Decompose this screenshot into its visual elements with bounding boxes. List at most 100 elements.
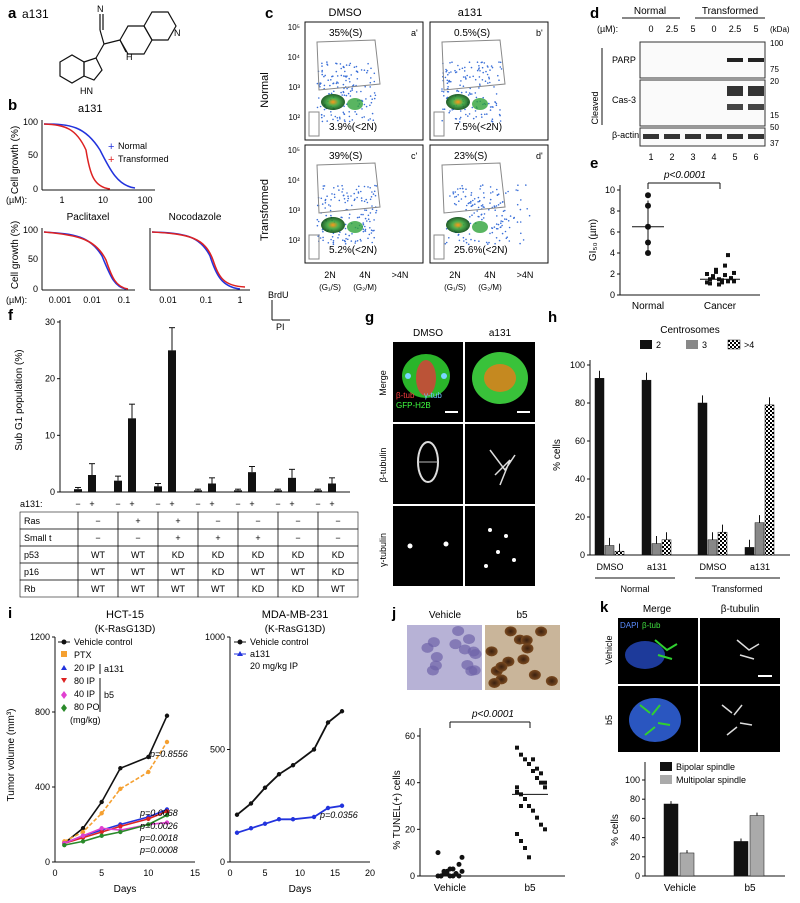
flow-dot <box>368 233 371 236</box>
f-table-value: WT <box>131 584 145 594</box>
flow-dot <box>364 217 367 220</box>
d-band-cas3 <box>748 86 764 96</box>
e-point-cancer <box>732 279 736 284</box>
f-table-rowname: Rb <box>24 584 36 594</box>
f-table-value: − <box>255 516 260 526</box>
flow-dot <box>336 86 339 88</box>
f-bar <box>168 350 176 492</box>
flow-dot <box>478 65 480 67</box>
i-left-series-5 <box>64 814 168 846</box>
flow-dot <box>321 69 324 72</box>
f-table-value: KD <box>292 584 305 594</box>
flow-dot <box>369 212 372 214</box>
flow-dot <box>348 64 351 66</box>
flow-dot <box>500 222 502 224</box>
flow-dot <box>470 238 472 241</box>
flow-dot <box>361 108 363 110</box>
flow-dot <box>477 68 480 70</box>
flow-dot <box>370 67 372 70</box>
flow-dot <box>496 188 498 191</box>
flow-dot <box>477 206 480 209</box>
flow-dot <box>471 93 473 95</box>
f-table-value: − <box>295 533 300 543</box>
i-left-point <box>146 769 151 775</box>
flow-dot <box>492 191 494 193</box>
flow-dot <box>516 221 519 223</box>
panel-letter-k: k <box>600 599 609 616</box>
flow-dot <box>354 240 357 243</box>
flow-dot <box>319 82 321 84</box>
j-point-b5 <box>535 776 539 780</box>
i-left-point <box>118 786 123 792</box>
flow-dot <box>359 238 362 241</box>
f-bar <box>208 483 216 492</box>
i-right-point <box>262 785 268 790</box>
flow-dot <box>499 66 502 68</box>
f-bar <box>74 489 82 492</box>
flow-dot <box>337 82 339 84</box>
flow-dot <box>342 239 344 241</box>
flow-dot <box>345 64 348 66</box>
flow-dot <box>498 61 500 63</box>
flow-xtick: >4N <box>517 270 534 280</box>
flow-dot <box>472 75 475 78</box>
j-nucleus-vehicle <box>458 644 471 655</box>
flow-dot <box>339 231 341 233</box>
h-bar <box>641 379 652 556</box>
h-bar <box>764 404 775 556</box>
svg-text:a131: a131 <box>647 562 667 572</box>
flow-dot <box>335 70 338 73</box>
k-ytick: 100 <box>625 775 640 785</box>
flow-dot <box>441 90 443 92</box>
flow-dot <box>324 74 327 77</box>
svg-text:a131: a131 <box>104 664 124 674</box>
flow-dot <box>369 86 372 88</box>
flow-dot <box>459 110 462 112</box>
flow-dot <box>356 71 359 73</box>
flow-dot <box>369 95 372 97</box>
flow-dot <box>371 241 374 244</box>
d-lane-number: 3 <box>690 152 695 162</box>
i-left-point <box>146 816 151 822</box>
svg-text:100: 100 <box>137 195 152 205</box>
flow-dot <box>480 213 483 216</box>
flow-dot <box>362 213 364 216</box>
flow-dot <box>463 70 466 72</box>
h-ytick: 40 <box>575 474 585 484</box>
flow-dot <box>441 88 443 90</box>
flow-dot <box>469 222 472 225</box>
k-bar <box>663 803 679 877</box>
e-point-cancer <box>714 269 718 274</box>
flow-dot <box>366 69 369 72</box>
flow-dot <box>507 220 510 222</box>
flow-dot <box>371 205 373 207</box>
k-bars <box>663 801 765 877</box>
flow-dot <box>495 227 498 230</box>
flow-gate <box>308 111 320 137</box>
flow-dot <box>493 86 495 88</box>
flow-dot <box>343 94 346 96</box>
flow-dot <box>366 71 368 74</box>
svg-text:γ-tubulin: γ-tubulin <box>378 533 388 567</box>
j-nucleus-b5 <box>535 626 548 637</box>
svg-text:PI: PI <box>276 322 285 332</box>
flow-dot <box>367 237 369 240</box>
flow-dot <box>465 238 467 241</box>
flow-dot <box>369 227 371 229</box>
j-nucleus-b5 <box>517 654 530 665</box>
flow-dot <box>493 226 496 228</box>
flow-dot <box>465 113 467 116</box>
flow-dot <box>488 102 490 105</box>
e-point-cancer <box>720 280 724 285</box>
flow-dot <box>342 188 344 190</box>
i-left-point <box>80 829 86 835</box>
flow-dot <box>455 195 458 198</box>
flow-dot <box>338 234 340 236</box>
svg-text:0.001: 0.001 <box>49 295 72 305</box>
f-a131-sign: − <box>115 499 120 509</box>
svg-text:(kDa): (kDa) <box>770 25 790 34</box>
flow-dot <box>342 75 345 77</box>
svg-text:Vehicle: Vehicle <box>604 635 614 664</box>
flow-dot <box>464 76 467 78</box>
flow-dot <box>475 116 478 118</box>
